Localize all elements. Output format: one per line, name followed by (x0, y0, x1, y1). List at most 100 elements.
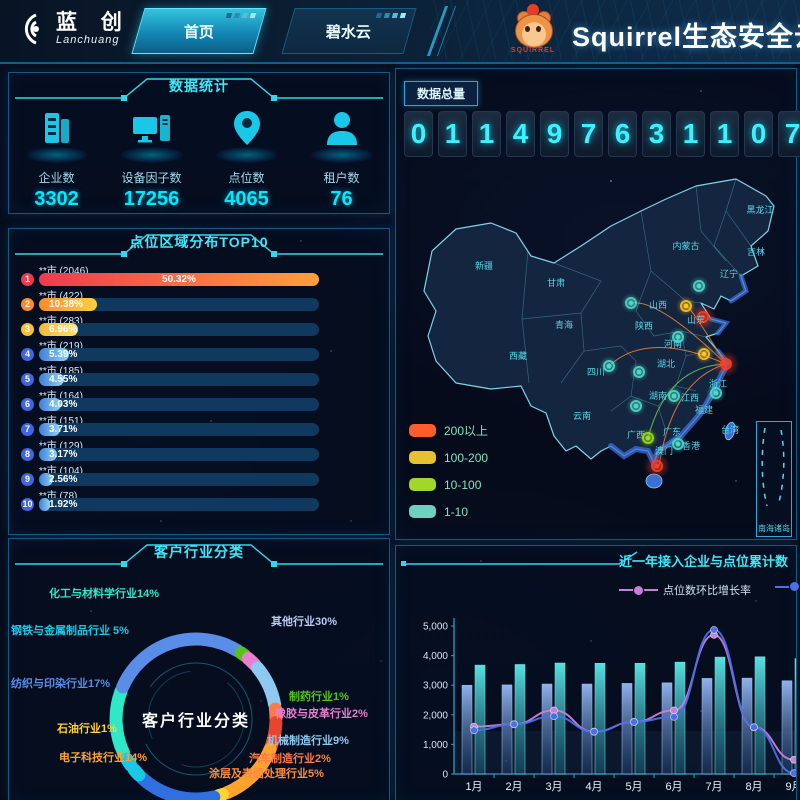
top10-row: **市 (151) 7 3.71% (9, 412, 389, 437)
province-label: 台湾 (721, 424, 739, 435)
stat-enterprises: 企业数 3302 (12, 107, 102, 211)
bar-fill (39, 448, 57, 461)
legend-label: 200以上 (444, 424, 489, 438)
line-point (670, 712, 678, 721)
top10-row-label: **市 (422) (39, 291, 83, 302)
province-label: 河南 (664, 338, 682, 349)
bar (781, 680, 793, 775)
device-icon (132, 115, 170, 143)
donut-segment[interactable] (220, 742, 277, 800)
bar-track: 50.32% (39, 273, 319, 286)
map-legend-item: 10-100 (409, 471, 488, 498)
line-point (470, 726, 478, 735)
x-axis-tick-label: 6月 (665, 781, 682, 793)
bar-track: 3.17% (39, 448, 319, 461)
bar-track: 4.03% (39, 398, 319, 411)
bar (501, 684, 513, 775)
logo-subtitle: Lanchuang (56, 34, 120, 46)
map-marker (676, 296, 696, 316)
top10-row: **市 (129) 8 3.17% (9, 437, 389, 462)
donut-segment[interactable] (135, 771, 221, 800)
bar-track: 6.96% (39, 323, 319, 336)
province-label: 内蒙古 (672, 240, 699, 251)
line-point (790, 755, 796, 764)
panel-header-decoration (15, 78, 383, 101)
rank-badge: 9 (21, 473, 34, 486)
bar (661, 682, 673, 775)
rank-badge: 2 (21, 298, 34, 311)
x-axis-tick-label: 8月 (745, 781, 762, 793)
legend-label: 1-10 (444, 504, 469, 519)
map-marker (599, 356, 619, 376)
map-legend-item: 1-10 (409, 498, 488, 525)
donut-segment[interactable] (119, 750, 146, 782)
mascot-caption: SQUIRREL (510, 47, 556, 54)
rank-badge: 7 (21, 423, 34, 436)
map-marker (621, 293, 641, 313)
province-label: 辽宁 (720, 268, 738, 279)
province-label: 甘肃 (547, 277, 565, 288)
top10-row: **市 (219) 4 5.39% (9, 337, 389, 362)
top10-bar-list: **市 (2046) 1 50.32% **市 (422) 2 10.38% **市 (28… (9, 257, 389, 512)
trend-line (473, 628, 795, 775)
digit-card: 1 (710, 111, 739, 157)
digit-card: 0 (404, 111, 433, 157)
legend-item-growth-rate[interactable]: 点位数环比增长率 (619, 582, 751, 598)
donut-segment[interactable] (251, 661, 282, 712)
donut-segment[interactable] (116, 632, 244, 694)
province-label: 浙江 (709, 378, 727, 389)
province-label: 湖北 (657, 359, 675, 369)
bar-percent-label: 1.92% (49, 499, 78, 510)
top10-row: **市 (185) 5 4.55% (9, 362, 389, 387)
tab-home[interactable]: 首页 (131, 8, 267, 54)
province-label: 吉林 (747, 246, 765, 257)
donut-segment-label: 汽车制造行业2% (249, 753, 331, 765)
bar (714, 656, 726, 775)
province-label: 香港 (682, 440, 700, 451)
stat-label: 设备因子数 (121, 171, 182, 185)
stat-label: 点位数 (228, 171, 265, 185)
y-axis-tick-label: 3,000 (423, 681, 448, 692)
rank-badge: 5 (21, 373, 34, 386)
province-label: 新疆 (475, 260, 493, 271)
bar-track: 5.39% (39, 348, 319, 361)
digit-card: 4 (506, 111, 535, 157)
donut-segment-label: 机械制造行业9% (267, 735, 349, 747)
logo: 蓝 创 Lanchuang (14, 9, 131, 49)
legend-item-cutoff[interactable] (775, 582, 800, 591)
donut-segment-label: 制药行业1% (289, 691, 349, 703)
y-axis-tick-label: 4,000 (423, 651, 448, 662)
bar-fill (39, 348, 69, 361)
donut-rings (109, 632, 283, 800)
trend-panel-title: 近一年接入企业与点位累计数 (618, 554, 788, 569)
province-label: 云南 (573, 410, 591, 421)
legend-swatch (409, 478, 436, 491)
map-marker (713, 351, 739, 377)
province-label: 湖南 (649, 390, 667, 401)
map-marker (706, 383, 726, 403)
donut-segment-label: 涂层及表面处理行业5% (209, 768, 324, 780)
legend-label: 100-200 (444, 450, 489, 465)
map-marker (644, 453, 670, 479)
legend-swatch (409, 505, 436, 518)
bar (514, 664, 526, 775)
top10-panel: 点位区域分布TOP10 **市 (2046) 1 50.32% **市 (422) 2 1… (8, 228, 390, 535)
bar-percent-label: 3.17% (49, 449, 78, 460)
donut-segment[interactable] (109, 684, 130, 760)
panel-header-decoration (15, 544, 383, 567)
trend-panel: 近一年接入企业与点位累计数 点位数环比增长率 0 1,000 2,000 3,000 4… (395, 545, 799, 800)
y-axis-tick-label: 0 (442, 770, 448, 781)
digit-card: 7 (778, 111, 800, 157)
bar-percent-label: 4.55% (49, 374, 78, 385)
line-point (710, 625, 718, 634)
tab-bishuiyun[interactable]: 碧水云 (281, 8, 417, 54)
trend-legend: 点位数环比增长率 (396, 582, 799, 598)
stat-label: 租户数 (323, 171, 360, 185)
donut-segment-label: 化工与材料学行业14% (49, 588, 160, 600)
digit-card: 9 (540, 111, 569, 157)
legend-dot-icon (634, 585, 643, 595)
top10-row: **市 (78) 10 1.92% (9, 487, 389, 512)
industry-panel-header: 客户行业分类 (9, 539, 389, 567)
